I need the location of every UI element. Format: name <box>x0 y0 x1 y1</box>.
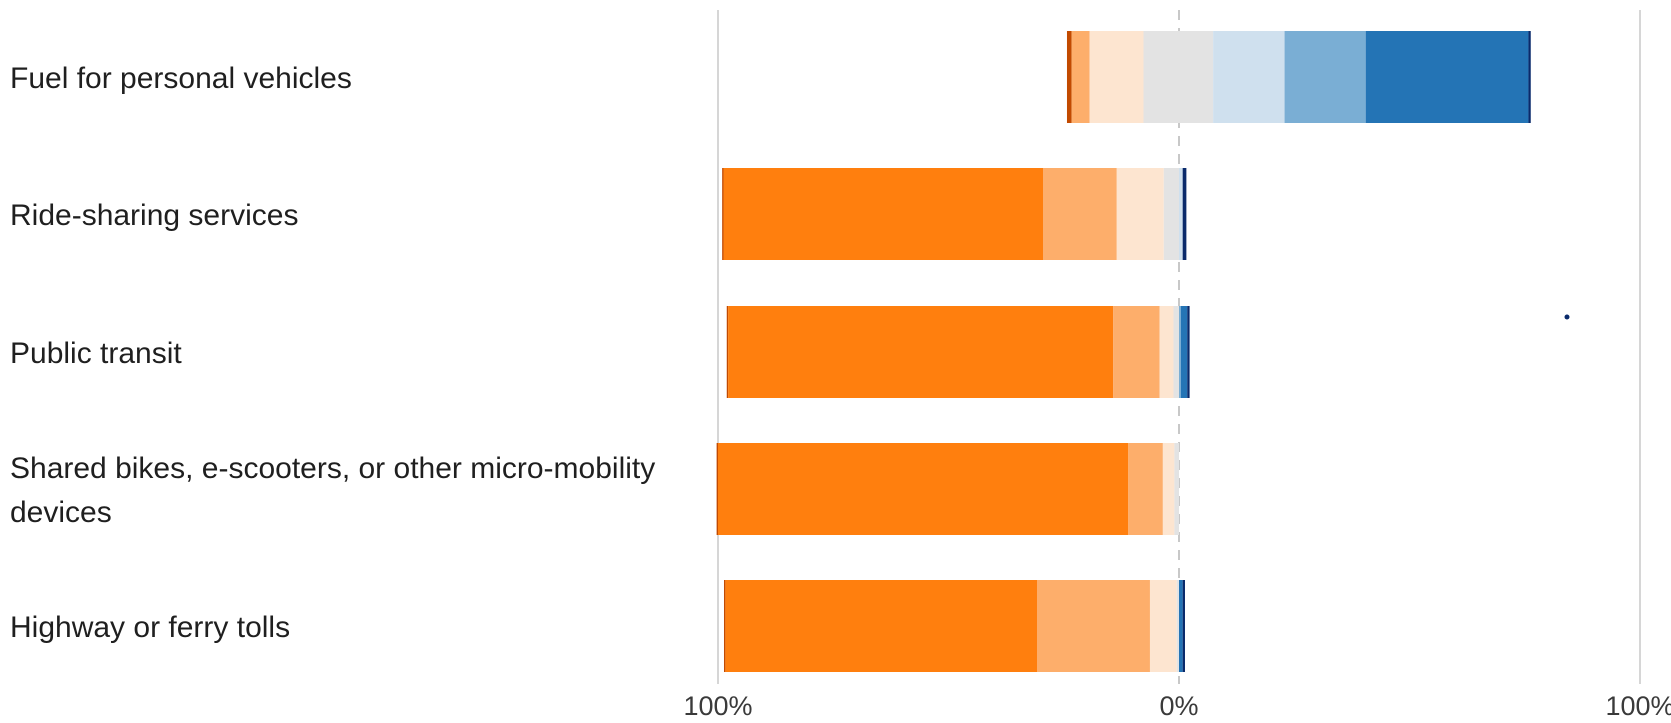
x-tick-label-0: 100% <box>683 691 752 721</box>
bar-segment-r2-neg3 <box>1159 306 1174 398</box>
category-label-1: Ride-sharing services <box>10 199 298 232</box>
bar-segment-r2-pos3 <box>1180 306 1188 398</box>
bar-segment-r0-pos3 <box>1365 31 1529 123</box>
x-tick-label-1: 0% <box>1159 691 1198 721</box>
bar-segment-r4-neg3 <box>1149 580 1177 672</box>
bar-segment-r0-pos2 <box>1284 31 1366 123</box>
bar-segment-r2-pos4 <box>1187 306 1190 398</box>
bars <box>716 31 1531 672</box>
bar-segment-r4-neg0 <box>723 580 726 672</box>
stray-dot <box>1564 314 1570 320</box>
bar-segment-r1-neg0 <box>722 168 724 260</box>
category-label-3-line0: Shared bikes, e-scooters, or other micro… <box>10 452 655 485</box>
bar-segment-r3-neg0 <box>716 443 718 535</box>
bar-segment-r0-pos1 <box>1213 31 1285 123</box>
bar-segment-r2-neg2 <box>1113 306 1160 398</box>
bar-segment-r2-pos2 <box>1179 306 1181 398</box>
bar-segment-r4-pos4 <box>1182 580 1185 672</box>
category-labels: Fuel for personal vehicles Ride-sharing s… <box>10 62 655 644</box>
bar-segment-r3-neg1 <box>718 443 1129 535</box>
bar-segment-r0-neg2 <box>1071 31 1090 123</box>
category-label-0: Fuel for personal vehicles <box>10 62 352 95</box>
bar-segment-r1-neg3 <box>1116 168 1164 260</box>
bar-segment-r0-neg0 <box>1066 31 1072 123</box>
category-label-3-line1: devices <box>10 496 112 529</box>
bar-segment-r0-neg4 <box>1143 31 1179 123</box>
bar-segment-r0-neg3 <box>1089 31 1144 123</box>
bar-segment-r1-neg2 <box>1043 168 1117 260</box>
bar-segment-r4-neg2 <box>1037 580 1150 672</box>
bar-segment-r1-neg4 <box>1163 168 1179 260</box>
bar-segment-r0-pos4 <box>1528 31 1531 123</box>
bar-segment-r2-neg0 <box>726 306 729 398</box>
bar-segment-r1-neg1 <box>723 168 1044 260</box>
bar-segment-r2-neg4 <box>1173 306 1179 398</box>
bar-segment-r3-neg4 <box>1174 443 1179 535</box>
category-label-2: Public transit <box>10 337 182 370</box>
bar-segment-r1-pos1 <box>1179 168 1183 260</box>
bar-segment-r3-neg3 <box>1162 443 1175 535</box>
bar-segment-r4-pos3 <box>1179 580 1183 672</box>
bar-segment-r0-pos0 <box>1179 31 1214 123</box>
category-label-4: Highway or ferry tolls <box>10 611 290 644</box>
bar-segment-r2-neg1 <box>728 306 1114 398</box>
x-axis-ticks: 100% 0% 100% <box>683 691 1671 721</box>
bar-segment-r1-pos4 <box>1182 168 1187 260</box>
bar-segment-r4-neg1 <box>725 580 1038 672</box>
bar-segment-r3-neg2 <box>1128 443 1163 535</box>
x-tick-label-2: 100% <box>1605 691 1671 721</box>
bar-segment-r4-neg4 <box>1176 580 1179 672</box>
